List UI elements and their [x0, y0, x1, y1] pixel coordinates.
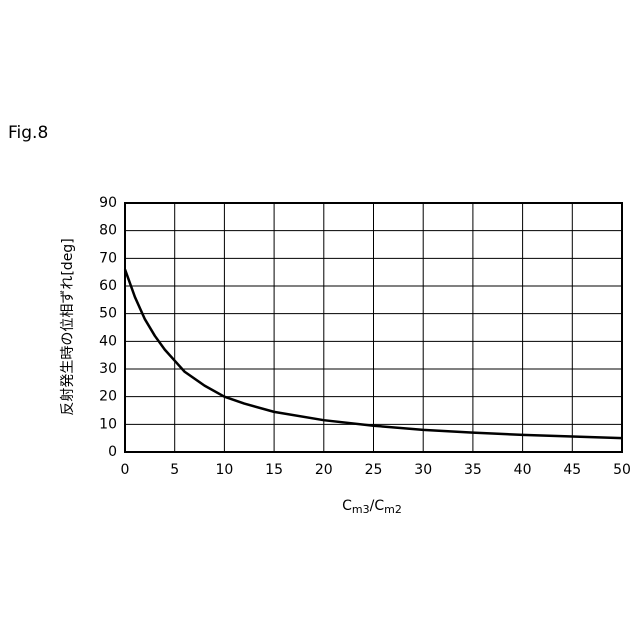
- x-tick-label: 50: [613, 462, 631, 478]
- x-tick-label: 5: [170, 462, 179, 478]
- chart: Fig.8 Cm3/Cm2 反射発生時の位相ずれ[deg] 0 10 20 30 40 5…: [0, 0, 640, 640]
- x-tick-label: 35: [464, 462, 482, 478]
- x-tick-label: 45: [563, 462, 581, 478]
- x-tick-label: 15: [265, 462, 283, 478]
- x-tick-label: 30: [414, 462, 432, 478]
- y-tick-label: 90: [99, 195, 117, 211]
- y-tick-label: 80: [99, 223, 117, 239]
- x-tick-label: 20: [315, 462, 333, 478]
- figure-label: Fig.8: [8, 123, 48, 143]
- y-tick-label: 70: [99, 250, 117, 266]
- x-tick-label: 10: [215, 462, 233, 478]
- y-tick-label: 50: [99, 306, 117, 322]
- y-tick-label: 20: [99, 389, 117, 405]
- x-tick-label: 25: [365, 462, 383, 478]
- y-tick-label: 60: [99, 278, 117, 294]
- y-tick-label: 10: [99, 416, 117, 432]
- x-axis-label: Cm3/Cm2: [342, 498, 402, 516]
- y-tick-label: 0: [108, 444, 117, 460]
- x-tick-label: 0: [121, 462, 130, 478]
- y-axis-label: 反射発生時の位相ずれ[deg]: [60, 238, 76, 415]
- y-tick-label: 40: [99, 333, 117, 349]
- x-tick-label: 40: [514, 462, 532, 478]
- y-tick-label: 30: [99, 361, 117, 377]
